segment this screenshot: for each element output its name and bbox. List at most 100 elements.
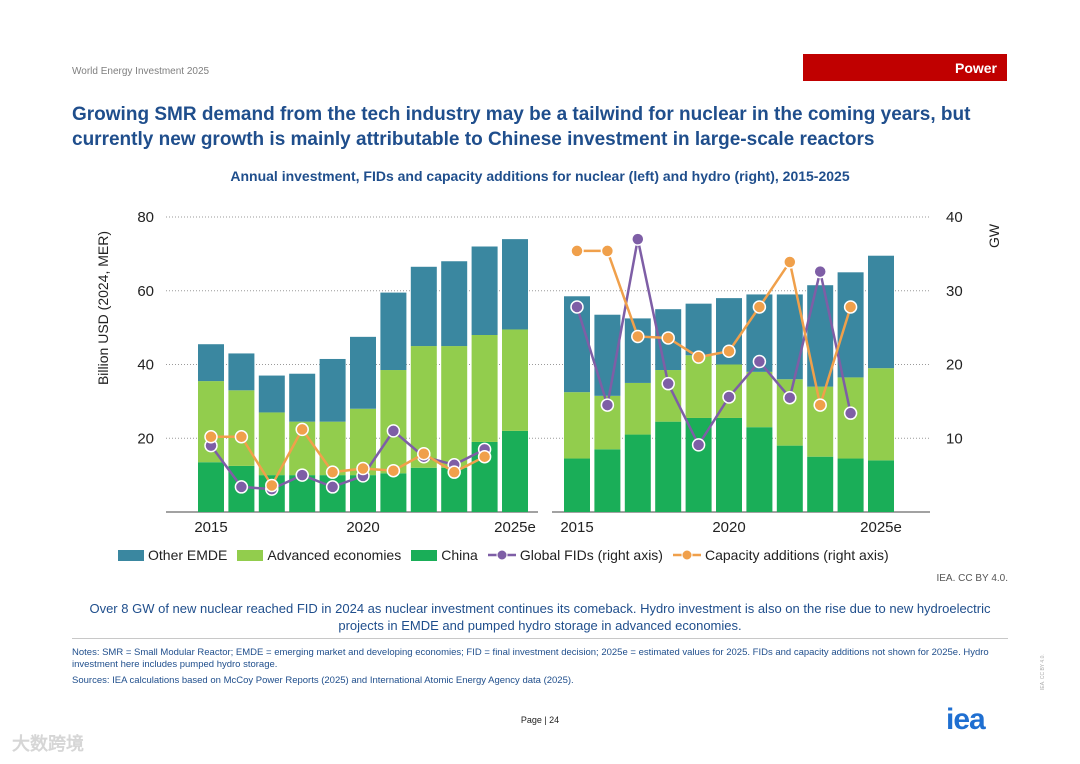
bar-advanced-economies (471, 335, 498, 442)
point-global-fids (722, 390, 736, 404)
bar-advanced-economies (228, 390, 255, 466)
line-capacity-additions (577, 249, 852, 411)
bar-advanced-economies (624, 382, 651, 435)
point-capacity-additions (631, 329, 645, 344)
bar-china (410, 467, 437, 512)
point-global-fids (295, 468, 309, 482)
legend-line-marker (672, 549, 701, 561)
point-global-fids (843, 406, 858, 420)
legend-item: Advanced economies (237, 547, 401, 563)
point-capacity-additions (265, 478, 279, 493)
bar-china (564, 458, 590, 512)
bar-other-emde (228, 353, 255, 391)
point-capacity-additions (691, 350, 706, 364)
line-capacity-additions (211, 427, 486, 488)
point-global-fids (631, 232, 645, 246)
point-capacity-additions (356, 461, 370, 476)
chart-area: 20 40 60 80 10 20 30 40 Billion USD (2024, MER) G… (95, 209, 1002, 536)
x-tick-label: 2025e (860, 519, 902, 536)
bar-other-emde (837, 272, 864, 378)
bar-china (685, 417, 712, 512)
point-capacity-additions (417, 446, 431, 461)
bar-other-emde (685, 303, 712, 356)
bar-china (776, 445, 803, 512)
bar-china (624, 434, 651, 512)
x-tick-label: 2020 (712, 519, 745, 536)
bar-advanced-economies (380, 370, 407, 474)
bar-other-emde (319, 358, 346, 422)
point-global-fids (813, 264, 827, 279)
chart-legend: Other EMDE Advanced economies China Global … (118, 547, 998, 563)
point-capacity-additions (570, 244, 584, 258)
bar-other-emde (410, 266, 437, 347)
bar-china (716, 417, 742, 512)
point-capacity-additions (447, 465, 461, 479)
bar-other-emde (471, 246, 498, 335)
point-capacity-additions (661, 331, 675, 345)
x-tick-label: 2020 (346, 519, 379, 536)
line-global-fids (209, 429, 486, 491)
bar-other-emde (380, 292, 407, 371)
bar-other-emde (441, 261, 468, 347)
bar-advanced-economies (776, 379, 803, 446)
divider (72, 638, 1008, 639)
point-global-fids (325, 480, 340, 494)
bar-china (746, 427, 773, 512)
point-capacity-additions (752, 300, 767, 314)
legend-label: Global FIDs (right axis) (519, 547, 663, 563)
iea-logo: iea (946, 703, 986, 736)
bar-advanced-economies (441, 346, 468, 468)
sources: Sources: IEA calculations based on McCoy… (72, 675, 574, 686)
legend-swatch (411, 549, 438, 561)
point-capacity-additions (234, 430, 249, 444)
y-tick-label: 20 (137, 430, 154, 447)
point-global-fids (752, 354, 767, 369)
legend-label: Advanced economies (267, 547, 402, 563)
bar-china (807, 456, 834, 512)
legend-swatch (237, 549, 264, 561)
point-capacity-additions (477, 449, 492, 464)
point-capacity-additions (813, 398, 827, 412)
side-credit: IEA. CC BY 4.0. (1040, 654, 1046, 690)
bar-china (594, 449, 621, 512)
page-number: Page | 24 (520, 715, 560, 725)
point-global-fids (783, 390, 797, 405)
y-tick-label: 80 (137, 209, 154, 226)
point-global-fids (570, 300, 584, 314)
bar-china (502, 430, 528, 512)
y2-tick-label: 10 (946, 430, 963, 447)
bar-other-emde (624, 318, 651, 383)
bar-advanced-economies (258, 412, 285, 476)
point-capacity-additions (204, 430, 218, 444)
section-tag: Power (803, 54, 1007, 81)
point-global-fids (386, 424, 401, 438)
y-axis-label: Billion USD (2024, MER) (95, 231, 111, 385)
bar-other-emde (502, 239, 528, 330)
chart-title: Annual investment, FIDs and capacity add… (230, 168, 850, 184)
bar-china (198, 462, 224, 512)
y2-axis-label: GW (986, 223, 1002, 248)
bar-other-emde (350, 336, 376, 409)
point-global-fids (600, 398, 615, 412)
bar-other-emde (289, 373, 316, 422)
credit-line: IEA. CC BY 4.0. (936, 573, 1008, 584)
bar-other-emde (258, 375, 285, 413)
legend-label: Other EMDE (148, 547, 228, 563)
watermark: 大数跨境 (12, 734, 84, 754)
point-capacity-additions (386, 463, 401, 478)
bar-advanced-economies (502, 329, 528, 431)
point-global-fids (661, 376, 675, 391)
point-capacity-additions (843, 300, 858, 314)
bar-china (655, 421, 682, 512)
y-tick-label: 60 (137, 283, 154, 300)
bar-other-emde (198, 344, 224, 382)
point-global-fids (691, 438, 706, 452)
legend-label: Capacity additions (right axis) (704, 547, 889, 563)
legend-swatch (118, 549, 144, 561)
point-capacity-additions (722, 344, 736, 358)
x-tick-label: 2015 (560, 519, 593, 536)
y-tick-label: 40 (137, 357, 154, 374)
y2-tick-label: 40 (946, 209, 963, 226)
legend-item: Capacity additions (right axis) (672, 547, 889, 563)
point-capacity-additions (600, 244, 615, 258)
